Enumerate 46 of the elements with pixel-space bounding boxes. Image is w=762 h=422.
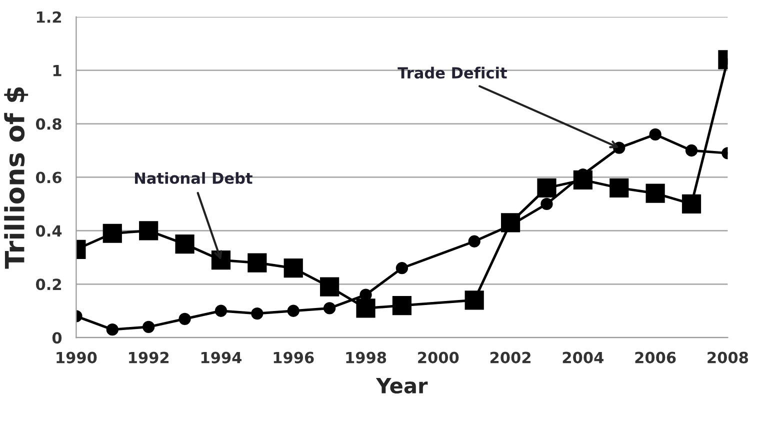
point [323,302,336,314]
x-tick-label: 1998 [346,352,386,364]
point [464,290,484,310]
point [248,253,267,272]
point [102,224,122,243]
point [139,221,158,240]
y-tick-label: 0 [52,332,62,344]
x-tick-label: 2006 [635,352,676,364]
x-tick-label: 2002 [490,352,530,364]
point [287,304,300,317]
point [175,234,194,254]
point [537,178,556,198]
annotation: National Debt [135,172,252,184]
x-tick-label: 2000 [418,352,459,364]
point [178,312,191,325]
point [682,194,702,214]
point [392,296,412,316]
point [284,258,303,278]
y-tick-label: 0.4 [36,225,62,237]
x-tick-label: 1994 [201,352,242,364]
point [142,320,155,333]
point [540,198,553,210]
point [356,298,376,318]
point [214,304,228,317]
point [649,128,662,141]
y-tick-label: 0.6 [36,172,62,184]
point [685,144,698,157]
point [646,184,665,203]
y-tick-label: 0.8 [36,118,62,130]
point [468,235,480,248]
x-axis-title: Year [376,378,428,394]
annotation: Trade Deficit [398,66,507,79]
x-tick-label: 1996 [274,352,314,364]
point [251,307,264,320]
x-tick-label: 1990 [56,352,97,364]
y-tick-label: 1 [53,65,62,76]
y-tick-label: 0.2 [36,278,61,290]
x-tick-label: 2004 [562,352,604,364]
point [610,178,629,198]
point [396,262,408,274]
point [320,277,340,296]
y-axis-title: Trillions of $ [4,87,28,269]
x-tick-label: 2008 [708,352,748,364]
point [106,324,118,336]
x-tick-label: 1992 [129,352,169,364]
y-tick-label: 1.2 [36,11,61,23]
